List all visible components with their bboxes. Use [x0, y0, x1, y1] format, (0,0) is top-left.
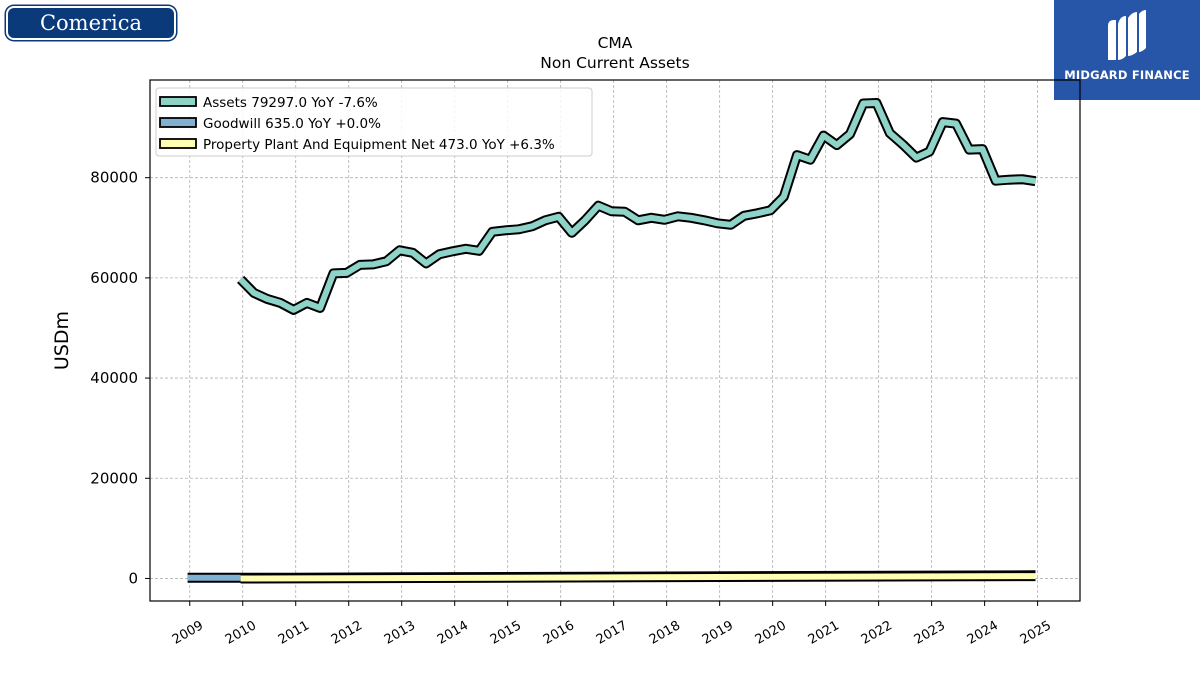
legend-box: [155, 87, 593, 157]
comerica-logo-text: Comerica: [39, 11, 143, 35]
x-tick-label: 2014: [435, 618, 471, 648]
x-tick-label: 2024: [965, 618, 1001, 648]
y-tick-label: 60000: [90, 269, 138, 287]
legend: Assets 79297.0 YoY -7.6% Goodwill 635.0 Y…: [155, 87, 593, 157]
x-tick-label: 2010: [223, 618, 259, 648]
x-tick-label: 2011: [276, 618, 312, 648]
y-tick-label: 20000: [90, 469, 138, 487]
chart-title: CMA: [598, 34, 633, 52]
x-tick-label: 2017: [594, 618, 630, 648]
legend-label: Property Plant And Equipment Net 473.0 Y…: [203, 137, 555, 153]
x-tick-label: 2015: [488, 618, 524, 648]
x-tick-label: 2025: [1018, 618, 1054, 648]
series-property-plant-and-equipment-net: [240, 571, 1036, 584]
x-tick-label: 2023: [912, 618, 948, 648]
grid: [150, 80, 1080, 601]
x-tick-label: 2022: [859, 618, 895, 648]
series-assets: [237, 98, 1037, 315]
chart-subtitle: Non Current Assets: [540, 54, 689, 72]
midgard-mark-icon: [1108, 10, 1146, 60]
y-tick-label: 0: [128, 569, 138, 587]
y-axis-label: USDm: [51, 311, 73, 370]
series-line: [238, 100, 1036, 313]
legend-label: Goodwill 635.0 YoY +0.0%: [203, 116, 381, 132]
x-tick-label: 2012: [329, 618, 365, 648]
x-tick-label: 2013: [382, 618, 418, 648]
legend-label: Assets 79297.0 YoY -7.6%: [203, 95, 378, 111]
y-tick-label: 40000: [90, 369, 138, 387]
y-tick-label: 80000: [90, 169, 138, 187]
legend-swatch: [159, 138, 197, 149]
legend-item: Property Plant And Equipment Net 473.0 Y…: [159, 137, 555, 153]
midgard-finance-logo: MIDGARD FINANCE: [1054, 0, 1200, 100]
x-tick-label: 2009: [170, 618, 206, 648]
x-tick-label: 2018: [647, 618, 683, 648]
legend-swatch: [159, 117, 197, 128]
series-layer: [187, 98, 1037, 584]
x-tick-label: 2019: [700, 618, 736, 648]
legend-item: Assets 79297.0 YoY -7.6%: [159, 95, 378, 111]
plot-frame: [149, 79, 1081, 602]
comerica-logo: Comerica: [6, 6, 176, 40]
x-tick-label: 2016: [541, 618, 577, 648]
legend-item: Goodwill 635.0 YoY +0.0%: [159, 116, 381, 132]
series-line: [240, 573, 1036, 582]
x-tick-label: 2020: [753, 618, 789, 648]
x-tick-label: 2021: [806, 618, 842, 648]
midgard-logo-text: MIDGARD FINANCE: [1064, 68, 1190, 82]
legend-swatch: [159, 96, 197, 107]
